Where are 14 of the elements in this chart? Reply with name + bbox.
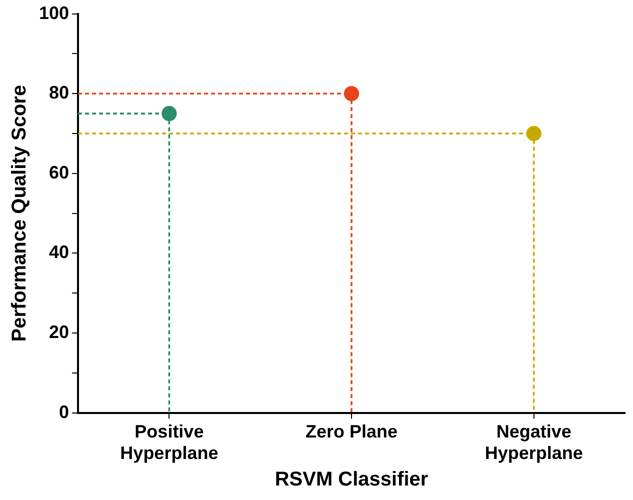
point	[162, 106, 177, 122]
y-axis-title: Performance Quality Score	[8, 84, 31, 342]
x-tick-label: Negative Hyperplane	[484, 422, 583, 464]
y-tick-label: 60	[49, 162, 70, 182]
y-tick-label: 100	[38, 2, 70, 23]
x-tick-label: Zero Plane	[306, 422, 398, 442]
point	[344, 86, 360, 102]
y-tick-label: 40	[49, 242, 70, 262]
x-axis-title: RSVM Classifier	[274, 468, 428, 491]
y-tick-label: 0	[59, 402, 70, 422]
x-tick-label: Positive Hyperplane	[120, 422, 218, 464]
point	[526, 126, 542, 141]
y-tick-label: 80	[49, 82, 70, 103]
y-tick-label: 20	[49, 322, 70, 342]
